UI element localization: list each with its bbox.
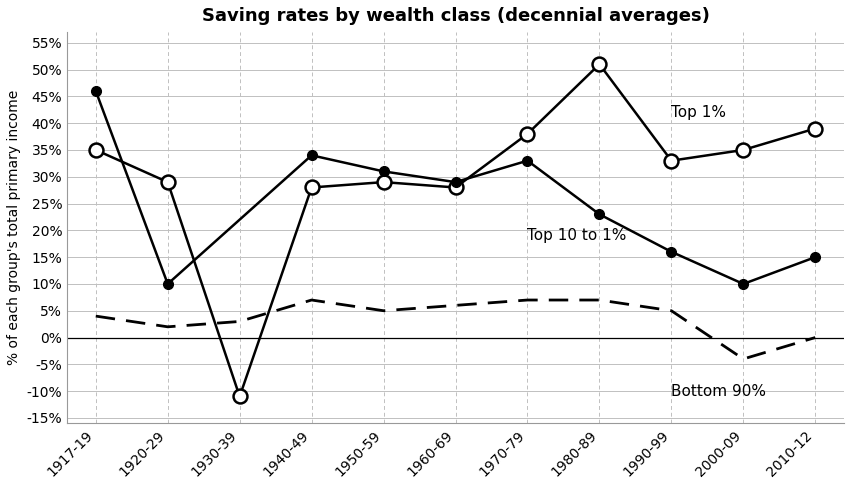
Text: Bottom 90%: Bottom 90% [671, 383, 767, 399]
Title: Saving rates by wealth class (decennial averages): Saving rates by wealth class (decennial … [202, 7, 710, 25]
Text: Top 1%: Top 1% [671, 105, 727, 120]
Y-axis label: % of each group's total primary income: % of each group's total primary income [7, 90, 21, 365]
Text: Top 10 to 1%: Top 10 to 1% [528, 228, 627, 243]
